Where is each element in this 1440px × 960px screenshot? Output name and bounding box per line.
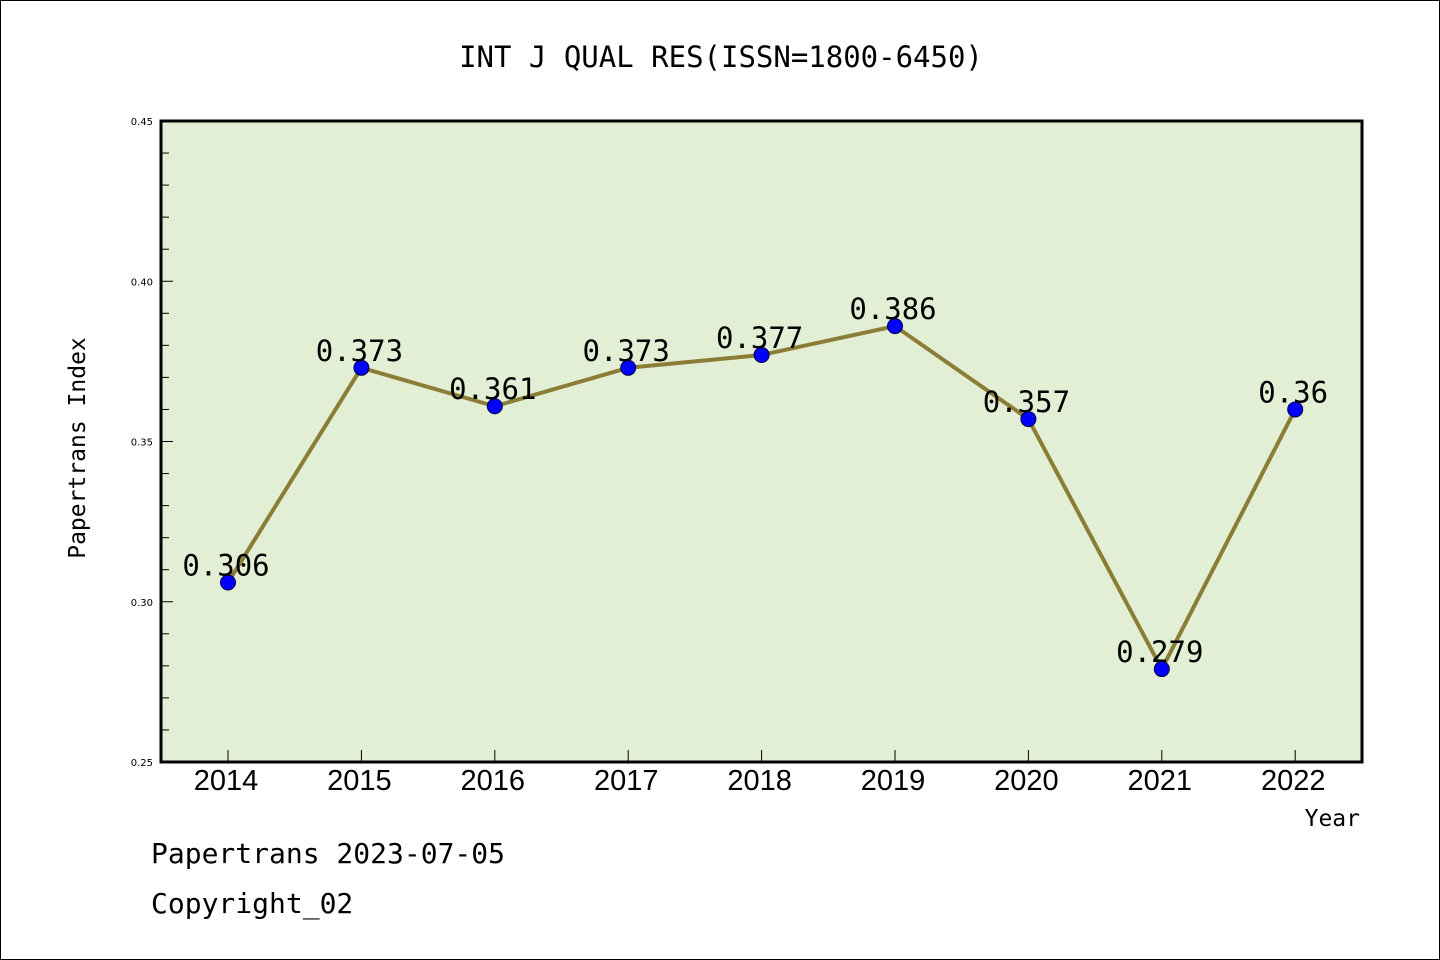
data-point: [1020, 411, 1037, 428]
y-tick-label: 0.25: [131, 758, 153, 769]
data-point: [620, 359, 637, 376]
x-tick-label: 2017: [594, 765, 659, 797]
y-tick-label: 0.30: [131, 598, 153, 609]
chart-title: INT J QUAL RES(ISSN=1800-6450): [459, 40, 983, 74]
y-axis: 0.25 0.30 0.35 0.40 0.45: [131, 117, 173, 769]
data-label: 0.279: [1116, 635, 1203, 669]
data-label: 0.373: [316, 334, 403, 368]
y-tick-label: 0.45: [131, 117, 153, 128]
x-tick-label: 2018: [727, 765, 792, 797]
data-label: 0.377: [716, 321, 803, 355]
x-tick-label: 2022: [1261, 765, 1326, 797]
data-point: [887, 318, 903, 335]
plot-area: [159, 119, 1364, 764]
data-label: 0.36: [1258, 375, 1328, 409]
footer-source: Papertrans 2023-07-05: [151, 837, 506, 870]
data-point: [1287, 401, 1304, 418]
data-point: [1153, 661, 1170, 678]
y-tick-label: 0.35: [131, 438, 153, 449]
x-tick-label: 2014: [194, 765, 259, 797]
x-tick-label: 2016: [461, 765, 526, 797]
data-label: 0.306: [182, 549, 269, 583]
footer-copyright: Copyright_02: [151, 887, 354, 920]
data-point: [353, 359, 370, 376]
data-label: 0.361: [449, 372, 536, 406]
x-tick-label: 2020: [994, 765, 1059, 797]
x-tick-label: 2015: [327, 765, 392, 797]
data-point: [486, 398, 503, 415]
x-axis-title: Year: [1305, 806, 1360, 832]
y-axis-title: Papertrans Index: [65, 337, 91, 559]
data-labels: 0.306 0.373 0.361 0.373 0.377 0.386 0.357 0.279…: [182, 292, 1328, 669]
data-point: [220, 574, 236, 591]
data-label: 0.386: [849, 292, 936, 326]
x-tick-label: 2019: [861, 765, 926, 797]
data-label: 0.357: [983, 385, 1070, 419]
series: [220, 318, 1304, 678]
data-point: [753, 346, 770, 363]
y-tick-label: 0.40: [131, 277, 153, 288]
x-axis: 2014 2015 2016 2017 2018 2019 2020 2021 2022: [194, 750, 1326, 797]
data-label: 0.373: [583, 334, 670, 368]
x-tick-label: 2021: [1128, 765, 1193, 797]
